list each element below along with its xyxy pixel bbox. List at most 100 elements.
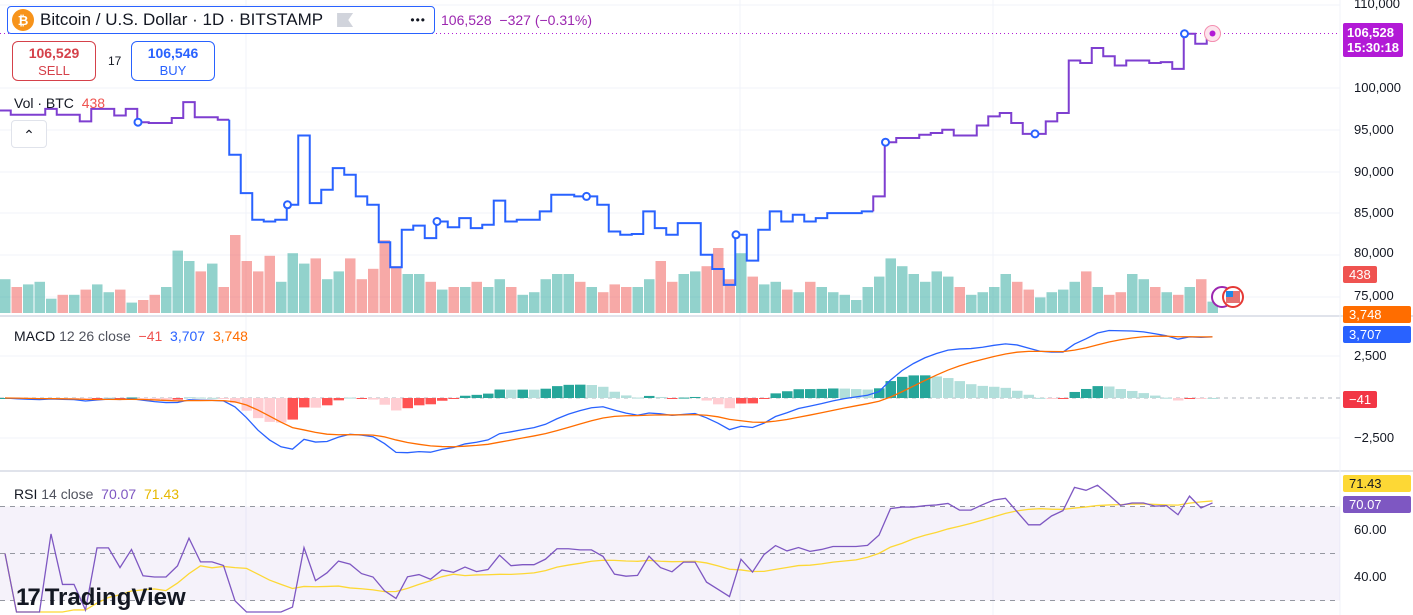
macd-histogram-bar [506, 389, 517, 398]
volume-bar [471, 281, 482, 313]
macd-histogram-bar [195, 397, 206, 399]
macd-histogram-bar [747, 398, 758, 404]
more-icon[interactable]: ••• [410, 13, 426, 27]
macd-params: 12 26 close [59, 328, 131, 344]
event-marker-icon [432, 216, 442, 226]
rsi-label: RSI [14, 486, 38, 502]
macd-histogram-bar [425, 398, 436, 405]
macd-histogram-bar [885, 381, 896, 398]
macd-histogram-bar [1035, 397, 1046, 399]
flag-icon[interactable] [337, 13, 354, 27]
signal-line [4, 335, 1213, 448]
price-line [228, 119, 874, 286]
macd-histogram-bar [816, 388, 827, 398]
macd-histogram-bar [161, 398, 172, 401]
volume-bar [425, 281, 436, 313]
tradingview-logo[interactable]: 17 TradingView [16, 584, 186, 612]
volume-bar [310, 258, 321, 313]
rsi-legend[interactable]: RSI 14 close 70.07 71.43 [14, 486, 179, 502]
macd-histogram-bar [724, 398, 735, 409]
event-marker-icon [133, 117, 143, 127]
macd-histogram-bar [253, 398, 264, 419]
price-line [872, 32, 1219, 212]
volume-bar [494, 279, 505, 313]
volume-bar [724, 279, 735, 313]
macd-histogram-bar [149, 398, 160, 400]
macd-histogram-bar [1046, 398, 1057, 399]
macd-histogram-bar [103, 397, 114, 399]
volume-bar [713, 248, 724, 313]
bar-countdown: 15:30:18 [1347, 40, 1400, 55]
macd-histogram-bar [483, 393, 494, 398]
macd-histogram-bar [839, 388, 850, 398]
macd-histogram-bar [736, 398, 747, 404]
volume-bar [851, 300, 862, 313]
price-change: −327 (−0.31%) [499, 12, 593, 28]
volume-bar [483, 287, 494, 313]
volume-bar [218, 287, 229, 313]
volume-bar [1173, 294, 1184, 313]
macd-label: MACD [14, 328, 56, 344]
price-tick: 100,000 [1354, 80, 1401, 95]
macd-histogram-bar [621, 395, 632, 398]
macd-histogram-bar [575, 384, 586, 398]
macd-histogram-bar [299, 398, 310, 408]
volume-bar [92, 284, 103, 313]
event-marker-icon [1180, 29, 1189, 39]
volume-bar [69, 294, 80, 313]
price-tick: 85,000 [1354, 205, 1394, 220]
volume-bar [632, 287, 643, 313]
macd-badge: 3,707 [1343, 326, 1411, 343]
volume-bar [1035, 297, 1046, 313]
price-tick: 80,000 [1354, 245, 1394, 260]
volume-bar [1161, 292, 1172, 313]
macd-histogram-bar [333, 398, 344, 401]
us-flag-canton [1226, 291, 1233, 297]
chevron-up-icon: ⌃ [23, 127, 35, 143]
volume-bar [1058, 289, 1069, 313]
volume-bar [862, 287, 873, 313]
volume-bar [1115, 292, 1126, 313]
volume-bar [770, 281, 781, 313]
collapse-legend-button[interactable]: ⌃ [11, 120, 47, 148]
volume-bar [747, 276, 758, 313]
volume-bar [80, 289, 91, 313]
hist-badge: −41 [1343, 391, 1378, 408]
volume-bar [609, 284, 620, 313]
logo-text: TradingView [44, 584, 186, 611]
macd-histogram-bar [632, 397, 643, 399]
buy-button[interactable]: 106,546 BUY [131, 41, 215, 81]
volume-badge: 438 [1343, 266, 1377, 283]
rsi-params: 14 close [41, 486, 94, 502]
volume-bar [540, 279, 551, 313]
macd-histogram-bar [954, 381, 965, 398]
volume-bar [448, 287, 459, 313]
macd-legend[interactable]: MACD 12 26 close −41 3,707 3,748 [14, 328, 248, 344]
symbol-legend[interactable]: ₿ Bitcoin / U.S. Dollar · 1D · BITSTAMP … [7, 6, 435, 34]
volume-bar [379, 240, 390, 313]
macd-histogram-bar [287, 398, 298, 420]
macd-histogram-bar [1058, 398, 1069, 399]
volume-bar [0, 279, 11, 313]
symbol-title: Bitcoin / U.S. Dollar · 1D · BITSTAMP [40, 10, 324, 29]
macd-histogram-bar [655, 396, 666, 398]
volume-bar [1046, 292, 1057, 313]
buy-price: 106,546 [147, 45, 199, 61]
macd-histogram-bar [322, 398, 333, 406]
rsi-value: 70.07 [101, 486, 137, 502]
volume-bar [885, 258, 896, 313]
macd-histogram-bar [1104, 386, 1115, 398]
volume-bar [1081, 271, 1092, 313]
macd-histogram-bar [920, 375, 931, 398]
sell-button[interactable]: 106,529 SELL [12, 41, 96, 81]
macd-histogram-bar [540, 388, 551, 398]
volume-legend[interactable]: Vol · BTC 438 [14, 95, 105, 111]
macd-histogram-bar [667, 398, 678, 399]
macd-histogram-bar [276, 398, 287, 423]
volume-bar [506, 287, 517, 313]
macd-histogram-bar [517, 389, 528, 398]
volume-bar [805, 281, 816, 313]
volume-bar [598, 292, 609, 313]
macd-histogram-bar [310, 398, 321, 408]
